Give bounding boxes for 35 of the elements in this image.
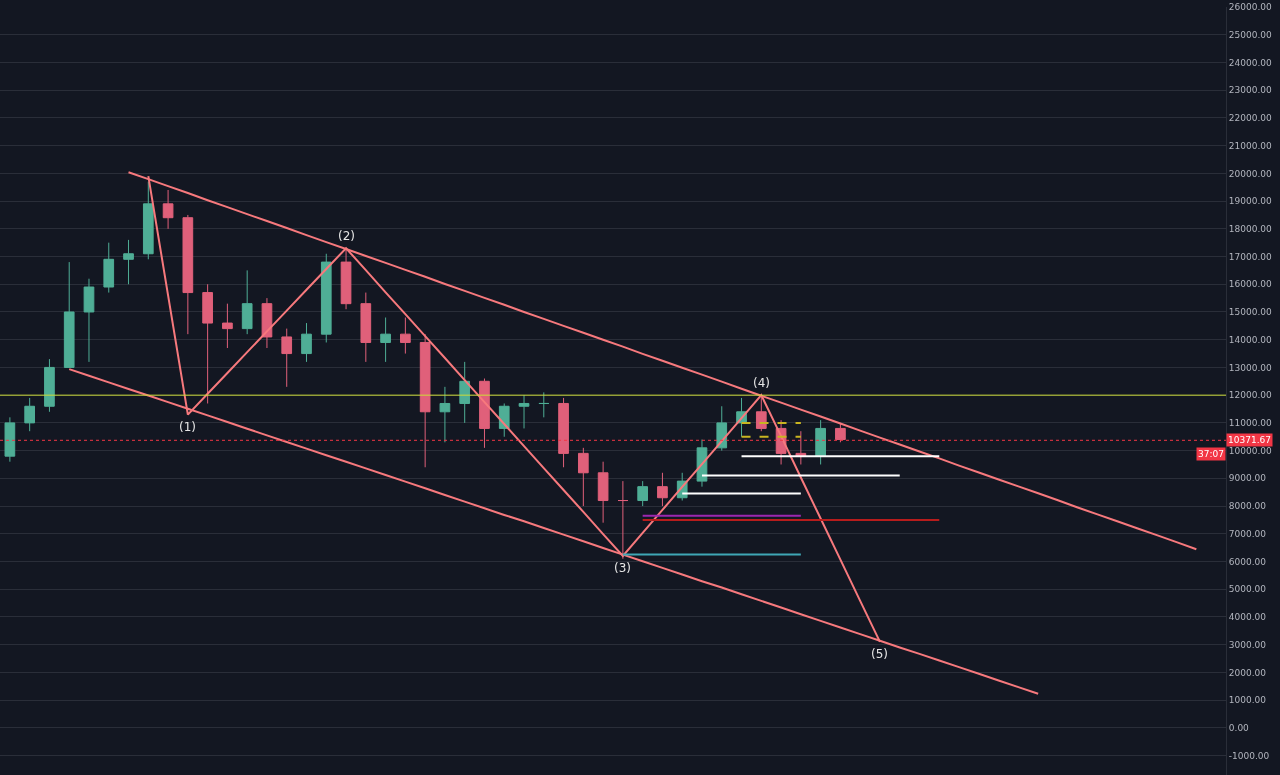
- y-tick-label: 13000.00: [1228, 362, 1273, 373]
- y-tick-label: 15000.00: [1228, 307, 1273, 318]
- annotation: (3): [614, 561, 631, 575]
- y-tick-label: 21000.00: [1228, 140, 1273, 151]
- y-tick-label: 4000.00: [1228, 612, 1267, 623]
- ref-line-label: 10371.67: [1228, 435, 1271, 445]
- annotation: (5): [871, 647, 888, 661]
- y-tick-label: 1000.00: [1228, 695, 1267, 706]
- y-tick-label: -1000.00: [1228, 750, 1270, 761]
- y-tick-label: 8000.00: [1228, 501, 1267, 512]
- y-tick-label: 9000.00: [1228, 473, 1267, 484]
- y-tick-label: 25000.00: [1228, 29, 1273, 40]
- y-tick-label: 24000.00: [1228, 57, 1273, 68]
- y-tick-label: 2000.00: [1228, 667, 1267, 678]
- y-tick-label: 17000.00: [1228, 251, 1273, 262]
- y-tick-label: 19000.00: [1228, 196, 1273, 207]
- y-tick-label: 12000.00: [1228, 390, 1273, 401]
- y-tick-label: 22000.00: [1228, 113, 1273, 124]
- annotation: (4): [753, 376, 770, 390]
- annotation: (1): [179, 420, 196, 434]
- y-tick-label: 23000.00: [1228, 85, 1273, 96]
- y-tick-label: 3000.00: [1228, 639, 1267, 650]
- annotation: 37:07: [1198, 449, 1224, 459]
- y-tick-label: 7000.00: [1228, 528, 1267, 539]
- y-tick-label: 14000.00: [1228, 334, 1273, 345]
- y-tick-label: 0.00: [1228, 723, 1250, 734]
- annotation: (2): [338, 229, 355, 243]
- y-tick-label: 18000.00: [1228, 223, 1273, 234]
- y-tick-label: 16000.00: [1228, 279, 1273, 290]
- y-tick-label: 26000.00: [1228, 2, 1273, 13]
- y-tick-label: 20000.00: [1228, 168, 1273, 179]
- y-tick-label: 5000.00: [1228, 584, 1267, 595]
- y-tick-label: 11000.00: [1228, 418, 1273, 429]
- y-tick-label: 10000.00: [1228, 445, 1273, 456]
- y-tick-label: 6000.00: [1228, 556, 1267, 567]
